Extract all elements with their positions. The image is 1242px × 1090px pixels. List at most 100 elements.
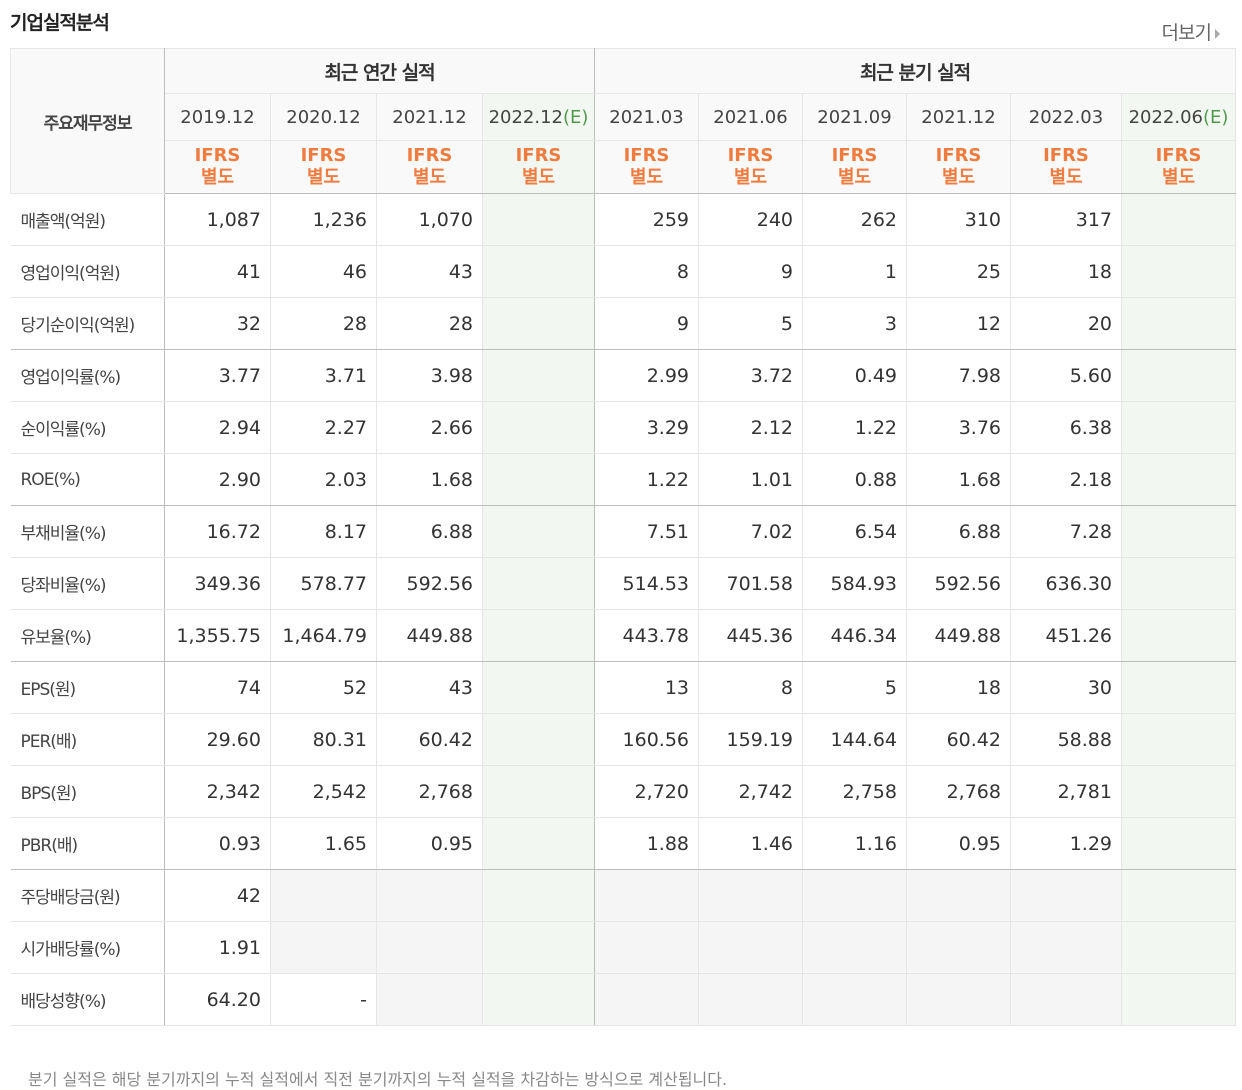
period-date: 2021.12 (906, 93, 1011, 141)
table-cell: 1.29 (1010, 817, 1122, 870)
table-cell: 60.42 (376, 713, 483, 766)
table-cell (482, 765, 595, 818)
table-cell (1120, 453, 1237, 506)
ifrs-line2: 별도 (1049, 167, 1083, 188)
table-cell (376, 973, 483, 1026)
row-label: 순이익률(%) (10, 401, 165, 454)
table-cell: 28 (376, 297, 483, 350)
table-cell (1120, 973, 1237, 1026)
ifrs-label[interactable]: IFRS 별도 (802, 140, 907, 194)
more-label: 더보기 (1161, 22, 1212, 44)
table-cell: 3 (802, 297, 907, 350)
table-cell: 9 (698, 245, 803, 298)
period-date-text: 2019.12 (180, 106, 255, 128)
financial-table: 주요재무정보 최근 연간 실적 최근 분기 실적 2019.12 2020.12 2… (10, 48, 1237, 1026)
table-cell (1120, 661, 1237, 714)
ifrs-line1: IFRS (300, 145, 347, 166)
table-cell: 2.90 (164, 453, 271, 506)
table-cell: 317 (1010, 193, 1122, 246)
ifrs-line1: IFRS (623, 145, 670, 166)
row-label: ROE(%) (10, 453, 165, 506)
ifrs-label[interactable]: IFRS 별도 (376, 140, 483, 194)
table-cell: 3.98 (376, 349, 483, 402)
table-row: 매출액(억원) 1,087 1,236 1,070 259 240 262 310 317 (10, 193, 1237, 246)
financial-table-wrapper: 주요재무정보 최근 연간 실적 최근 분기 실적 2019.12 2020.12 2… (10, 48, 1237, 1026)
table-cell (376, 869, 483, 922)
table-cell (1120, 245, 1237, 298)
table-cell (1010, 973, 1122, 1026)
table-cell: 16.72 (164, 505, 271, 558)
table-cell: 1 (802, 245, 907, 298)
ifrs-line2: 별도 (629, 167, 664, 188)
ifrs-label[interactable]: IFRS 별도 (1010, 140, 1122, 194)
table-cell: 13 (594, 661, 699, 714)
period-date: 2020.12 (270, 93, 377, 141)
table-cell (482, 505, 595, 558)
row-label: 배당성향(%) (10, 973, 165, 1026)
table-cell: 259 (594, 193, 699, 246)
table-cell: 2.94 (164, 401, 271, 454)
ifrs-label[interactable]: IFRS 별도 (270, 140, 377, 194)
table-cell: 0.49 (802, 349, 907, 402)
table-cell: 449.88 (906, 609, 1011, 662)
row-label: 매출액(억원) (10, 193, 165, 246)
period-date-text: 2022.12 (488, 106, 563, 128)
table-cell: 1.01 (698, 453, 803, 506)
table-cell (594, 973, 699, 1026)
table-cell: 6.88 (376, 505, 483, 558)
table-cell: 262 (802, 193, 907, 246)
table-cell: 2.99 (594, 349, 699, 402)
table-cell (1120, 765, 1237, 818)
table-cell: 1.68 (376, 453, 483, 506)
table-cell: 1.88 (594, 817, 699, 870)
table-cell (482, 817, 595, 870)
table-cell: 701.58 (698, 557, 803, 610)
ifrs-label[interactable]: IFRS 별도 (164, 140, 271, 194)
table-cell: 584.93 (802, 557, 907, 610)
row-label: PER(배) (10, 713, 165, 766)
ifrs-label[interactable]: IFRS 별도 (698, 140, 803, 194)
table-cell: 7.28 (1010, 505, 1122, 558)
table-row: 영업이익(억원) 41 46 43 8 9 1 25 18 (10, 245, 1237, 298)
table-cell: 1,464.79 (270, 609, 377, 662)
table-cell: 3.77 (164, 349, 271, 402)
row-label: EPS(원) (10, 661, 165, 714)
row-label: 영업이익(억원) (10, 245, 165, 298)
ifrs-label[interactable]: IFRS 별도 (906, 140, 1011, 194)
ifrs-label[interactable]: IFRS 별도 (594, 140, 699, 194)
ifrs-line2: 별도 (412, 167, 447, 188)
estimate-marker: (E) (563, 106, 589, 128)
caret-right-icon (1215, 28, 1220, 39)
table-cell: 12 (906, 297, 1011, 350)
section-title: 기업실적분석 (10, 12, 110, 34)
table-cell (1120, 401, 1237, 454)
row-label: 시가배당률(%) (10, 921, 165, 974)
table-cell (1120, 921, 1237, 974)
table-cell: 449.88 (376, 609, 483, 662)
table-cell: 1.91 (164, 921, 271, 974)
period-date-text: 2020.12 (286, 106, 361, 128)
table-row: 주당배당금(원) 42 (10, 869, 1237, 922)
ifrs-label[interactable]: IFRS 별도 (482, 140, 595, 194)
ifrs-line2: 별도 (733, 167, 768, 188)
table-cell: 8 (698, 661, 803, 714)
table-cell: 6.54 (802, 505, 907, 558)
table-cell: 0.93 (164, 817, 271, 870)
table-cell (594, 921, 699, 974)
table-cell: 0.95 (376, 817, 483, 870)
row-label: 유보율(%) (10, 609, 165, 662)
ifrs-line1: IFRS (727, 145, 774, 166)
table-row: 영업이익률(%) 3.77 3.71 3.98 2.99 3.72 0.49 7.98 5.60 (10, 349, 1237, 402)
table-cell: 160.56 (594, 713, 699, 766)
table-cell (1120, 505, 1237, 558)
more-link[interactable]: 더보기 (1162, 18, 1220, 45)
table-row: ROE(%) 2.90 2.03 1.68 1.22 1.01 0.88 1.68 2.18 (10, 453, 1237, 506)
table-cell: 1.46 (698, 817, 803, 870)
period-date-text: 2021.12 (392, 106, 467, 128)
ifrs-label[interactable]: IFRS 별도 (1120, 140, 1237, 194)
table-cell: 18 (906, 661, 1011, 714)
table-row: 부채비율(%) 16.72 8.17 6.88 7.51 7.02 6.54 6.88 7.28 (10, 505, 1237, 558)
table-cell: 2,768 (376, 765, 483, 818)
table-cell: 1.22 (802, 401, 907, 454)
table-cell: 2,781 (1010, 765, 1122, 818)
